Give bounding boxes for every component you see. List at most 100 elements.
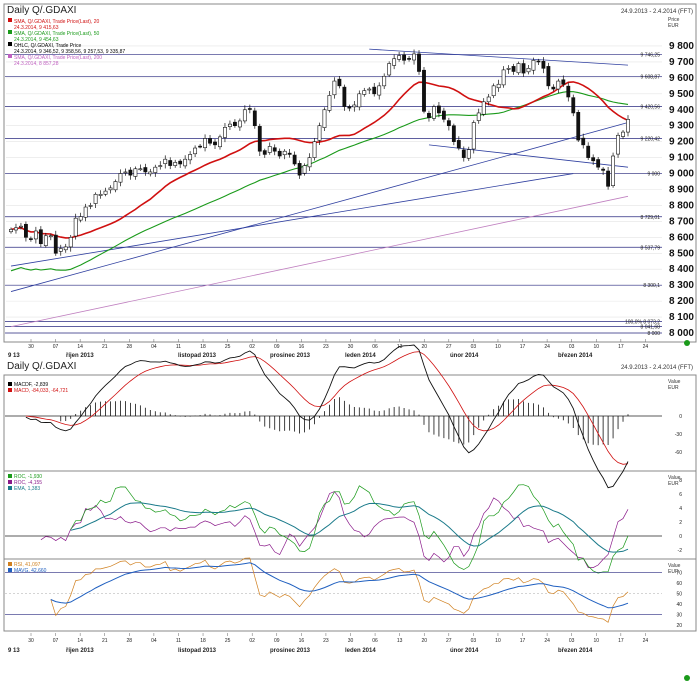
macd-panel-range: 24.9.2013 - 2.4.2014 (FFT): [621, 365, 693, 371]
candle-body: [228, 123, 232, 127]
candle-body: [118, 173, 123, 183]
candle-body: [153, 166, 158, 173]
candle-body: [397, 55, 402, 60]
candle-body: [337, 78, 342, 87]
rsi-currency-label: EUR: [668, 569, 679, 575]
candle-body: [382, 75, 387, 87]
rsi-tick-label: 30: [676, 612, 682, 618]
candle-body: [262, 150, 267, 155]
price-x-month-label: leden 2014: [345, 353, 376, 359]
candle-body: [437, 105, 441, 114]
trendline: [10, 122, 629, 292]
rsi-tick-label: 40: [676, 602, 682, 608]
candle-body: [412, 53, 416, 61]
level-label: 8 041,68: [641, 324, 661, 330]
bottom-x-day-label: 16: [299, 638, 305, 644]
candle-body: [292, 154, 297, 165]
candle-body: [466, 149, 471, 159]
candle-body: [193, 147, 198, 155]
candle-body: [432, 106, 436, 119]
candle-body: [506, 68, 511, 70]
candle-body: [427, 112, 431, 119]
candle-body: [566, 85, 571, 98]
price-tick-label: 8 400: [669, 264, 694, 275]
legend-label: ROC, -1,930: [14, 474, 42, 480]
candle-body: [332, 80, 337, 96]
candle-body: [511, 66, 516, 72]
candle-body: [441, 110, 446, 120]
legend-label: EMA, 1,383: [14, 486, 40, 492]
price-x-day-label: 03: [569, 344, 575, 350]
candle-body: [407, 58, 411, 60]
legend-swatch: [8, 562, 12, 566]
candle-body: [451, 125, 456, 142]
bottom-x-day-label: 18: [200, 638, 206, 644]
macd-currency-label: EUR: [668, 385, 679, 391]
bottom-x-day-label: 17: [520, 638, 526, 644]
candle-body: [302, 165, 307, 174]
candle-body: [242, 109, 247, 122]
candle-body: [203, 138, 207, 149]
candle-body: [352, 104, 357, 108]
rsi-mavg-line: [50, 562, 629, 609]
bottom-x-day-label: 17: [618, 638, 624, 644]
rsi-unit-label: Value: [668, 563, 681, 569]
candle-body: [183, 158, 188, 167]
legend-swatch: [8, 486, 12, 490]
bottom-x-day-label: 21: [102, 638, 108, 644]
legend-swatch: [8, 30, 12, 34]
candle-body: [272, 147, 277, 152]
bottom-x-axis: 30 07 14 21 28 04 11 18 25 02 09 16 23 30 06 13 20 27 03 10…: [8, 633, 648, 654]
status-dot-icon: [684, 340, 690, 346]
price-tick-label: 9 400: [669, 105, 694, 116]
bottom-x-month-label: říjen 2013: [66, 648, 94, 654]
sma50-line: [10, 91, 629, 272]
candle-body: [232, 121, 237, 127]
candle-body: [223, 127, 227, 138]
legend-label: SMA, Q/.GDAXI, Trade Price(Last), 50: [14, 31, 100, 37]
price-tick-label: 9 700: [669, 57, 694, 68]
candle-body: [68, 237, 73, 248]
price-x-day-label: 11: [176, 344, 181, 350]
price-x-day-label: 07: [53, 344, 59, 350]
price-axis: 9 800 9 700 9 600 9 500 9 400 9 300 9 200 9 100…: [669, 41, 694, 339]
bottom-x-day-label: 03: [569, 638, 575, 644]
candle-body: [561, 79, 566, 85]
bottom-x-day-label: 11: [176, 638, 181, 644]
candle-body: [307, 157, 312, 168]
legend-value: 24.3.2014, 8 857,28: [14, 61, 59, 67]
candle-body: [596, 159, 601, 168]
candle-body: [322, 109, 327, 128]
rsi-line: [50, 557, 629, 623]
candle-body: [317, 125, 322, 141]
moving-averages: [10, 81, 629, 272]
price-x-axis: 30 07 14 21 28 04 11 18 25 02 09 16 23 30 06 13 20 27 03 10…: [8, 339, 648, 359]
price-x-day-label: 03: [471, 344, 477, 350]
candle-body: [267, 146, 272, 153]
trendline: [369, 48, 629, 66]
price-tick-label: 8 700: [669, 216, 694, 227]
trendlines: [10, 48, 629, 328]
macd-signal-line: [25, 351, 629, 465]
price-x-day-label: 18: [200, 344, 206, 350]
bottom-x-day-label: 20: [421, 638, 427, 644]
price-tick-label: 8 500: [669, 248, 694, 259]
candle-body: [287, 152, 292, 155]
legend-label: OHLC, Q/.GDAXI, Trade Price: [14, 43, 81, 49]
candle-body: [342, 86, 347, 107]
macd-tick-label: -60: [675, 450, 682, 456]
candle-body: [28, 238, 33, 240]
price-panel-frame: [3, 3, 697, 343]
price-tick-label: 8 800: [669, 200, 694, 211]
candle-body: [83, 206, 88, 218]
candle-body: [616, 134, 620, 155]
macd-tick-label: -30: [675, 432, 682, 438]
level-label: 8 000: [647, 331, 660, 337]
bottom-x-month-label: prosinec 2013: [270, 648, 311, 654]
candle-body: [367, 88, 372, 91]
price-x-day-label: 13: [397, 344, 403, 350]
candle-body: [108, 187, 113, 191]
bottom-x-day-label: 27: [446, 638, 452, 644]
roc-tick-label: 8: [679, 478, 682, 484]
legend-label: MAVG, 42,660: [14, 568, 47, 574]
